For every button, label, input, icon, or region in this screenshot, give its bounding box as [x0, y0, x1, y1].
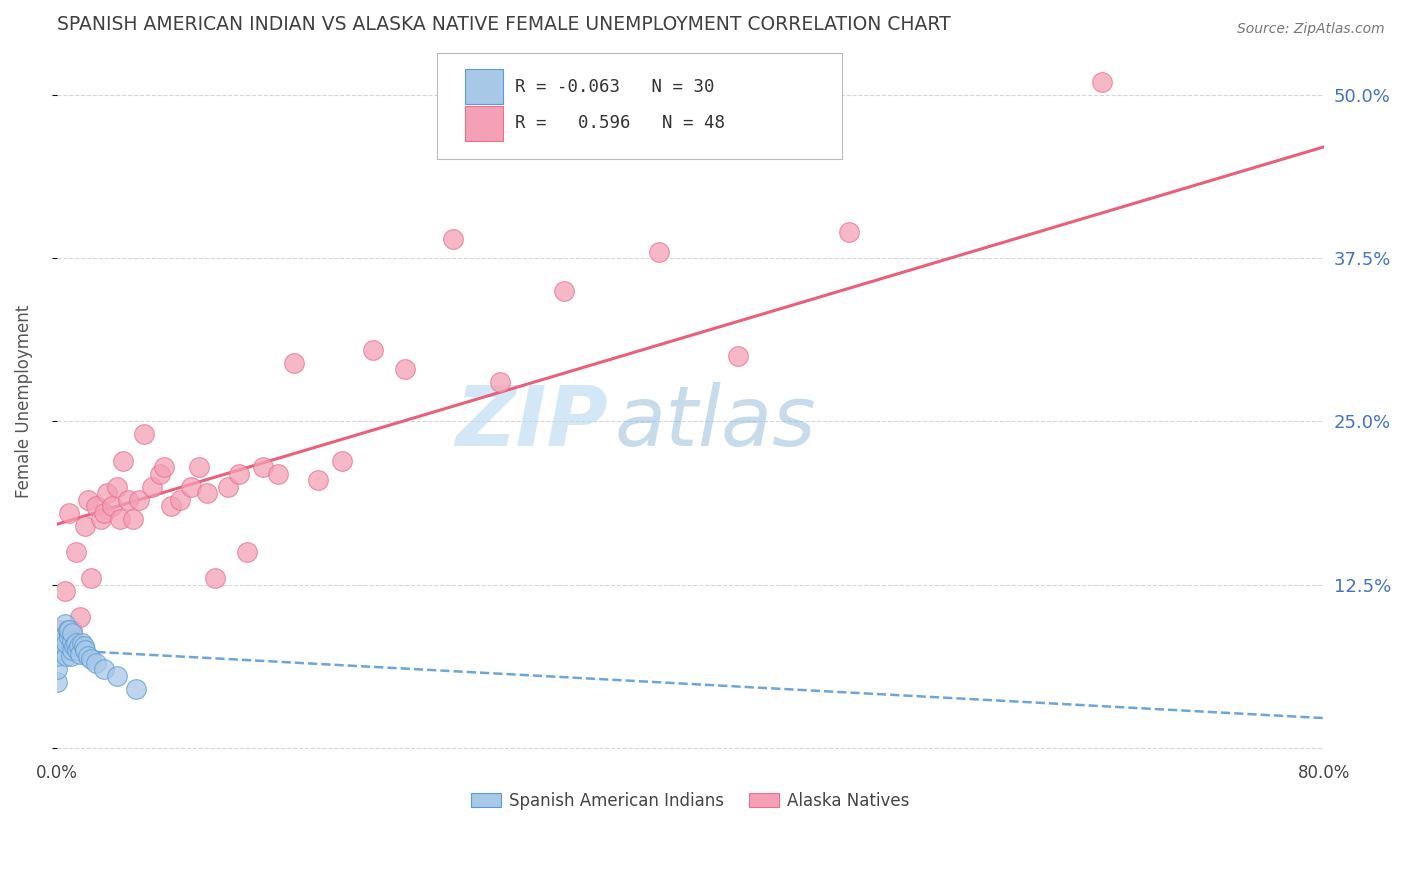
- Point: [180, 480, 202, 494]
- Point: [1091, 75, 1114, 89]
- Point: [84, 656, 107, 670]
- Point: [75, 518, 97, 533]
- Point: [195, 486, 218, 500]
- Point: [283, 356, 305, 370]
- Y-axis label: Female Unemployment: Female Unemployment: [15, 305, 32, 499]
- Point: [489, 376, 512, 390]
- Point: [62, 642, 84, 657]
- Text: SPANISH AMERICAN INDIAN VS ALASKA NATIVE FEMALE UNEMPLOYMENT CORRELATION CHART: SPANISH AMERICAN INDIAN VS ALASKA NATIVE…: [56, 15, 950, 34]
- Point: [52, 630, 75, 644]
- Point: [159, 500, 181, 514]
- Point: [56, 624, 79, 638]
- Point: [53, 584, 76, 599]
- Point: [45, 649, 67, 664]
- Legend: Spanish American Indians, Alaska Natives: Spanish American Indians, Alaska Natives: [464, 785, 917, 816]
- Point: [65, 545, 87, 559]
- Point: [51, 636, 73, 650]
- Point: [45, 636, 67, 650]
- Point: [838, 225, 860, 239]
- Point: [62, 624, 84, 638]
- Point: [267, 467, 290, 481]
- Text: R =   0.596   N = 48: R = 0.596 N = 48: [516, 114, 725, 132]
- Point: [228, 467, 250, 481]
- Point: [63, 639, 86, 653]
- Point: [105, 669, 128, 683]
- Point: [148, 467, 170, 481]
- Point: [252, 460, 274, 475]
- Point: [90, 512, 112, 526]
- Point: [66, 642, 89, 657]
- Bar: [464, 106, 503, 141]
- Point: [96, 486, 118, 500]
- Bar: [464, 70, 503, 104]
- Point: [112, 453, 135, 467]
- Point: [69, 647, 91, 661]
- Text: atlas: atlas: [614, 383, 815, 464]
- Point: [53, 616, 76, 631]
- Point: [121, 512, 143, 526]
- Text: R = -0.063   N = 30: R = -0.063 N = 30: [516, 78, 714, 95]
- Point: [49, 624, 72, 638]
- Point: [69, 610, 91, 624]
- Text: ZIP: ZIP: [456, 383, 607, 464]
- Point: [80, 652, 103, 666]
- Point: [65, 636, 87, 650]
- Point: [84, 500, 107, 514]
- Point: [188, 460, 211, 475]
- Point: [58, 506, 80, 520]
- Point: [49, 642, 72, 657]
- Point: [363, 343, 385, 357]
- Point: [647, 244, 669, 259]
- Point: [441, 232, 464, 246]
- Point: [62, 625, 84, 640]
- Point: [330, 453, 353, 467]
- Point: [93, 506, 115, 520]
- Point: [62, 633, 84, 648]
- Point: [204, 571, 226, 585]
- Point: [101, 500, 124, 514]
- Point: [235, 545, 257, 559]
- Point: [55, 649, 77, 664]
- Point: [307, 473, 329, 487]
- Point: [80, 571, 103, 585]
- Point: [70, 636, 93, 650]
- Point: [553, 284, 575, 298]
- Point: [117, 492, 139, 507]
- Point: [128, 492, 150, 507]
- Text: Source: ZipAtlas.com: Source: ZipAtlas.com: [1237, 22, 1385, 37]
- Point: [153, 460, 176, 475]
- Point: [72, 639, 94, 653]
- Point: [169, 492, 191, 507]
- Point: [55, 636, 77, 650]
- Point: [93, 662, 115, 676]
- Point: [105, 480, 128, 494]
- Point: [45, 675, 67, 690]
- Point: [77, 492, 100, 507]
- Point: [727, 349, 749, 363]
- Point: [132, 427, 155, 442]
- Point: [108, 512, 131, 526]
- Point: [45, 662, 67, 676]
- Point: [77, 649, 100, 664]
- Point: [394, 362, 416, 376]
- Point: [217, 480, 239, 494]
- Point: [125, 681, 148, 696]
- Point: [75, 642, 97, 657]
- Point: [58, 624, 80, 638]
- Point: [59, 649, 82, 664]
- FancyBboxPatch shape: [437, 53, 842, 159]
- Point: [141, 480, 163, 494]
- Point: [58, 630, 80, 644]
- Point: [67, 639, 90, 653]
